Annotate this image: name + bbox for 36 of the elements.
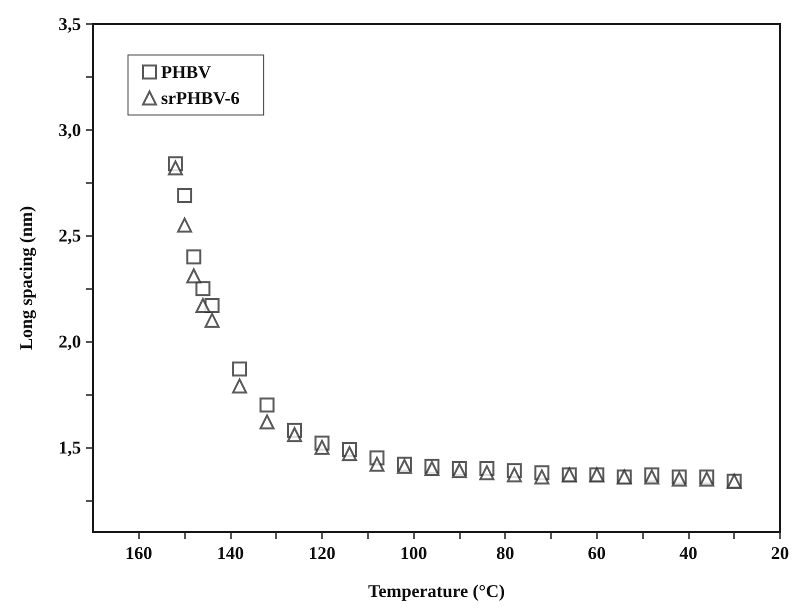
y-axis-title: Long spacing (nm) bbox=[16, 206, 36, 350]
point bbox=[260, 414, 275, 430]
point bbox=[369, 456, 384, 472]
point bbox=[232, 378, 248, 394]
y-tick-label: 1,5 bbox=[58, 437, 81, 458]
y-tick-label: 2,5 bbox=[58, 226, 81, 246]
point bbox=[342, 446, 357, 462]
x-tick-label: 120 bbox=[308, 543, 336, 563]
point bbox=[232, 362, 248, 377]
point bbox=[260, 398, 275, 412]
point bbox=[168, 160, 183, 176]
x-tick-label: 140 bbox=[216, 543, 244, 563]
y-tick-label: 2,0 bbox=[58, 332, 81, 352]
point bbox=[186, 249, 202, 264]
point bbox=[195, 298, 210, 314]
x-tick-label: 160 bbox=[125, 543, 152, 563]
point bbox=[186, 268, 202, 284]
point bbox=[204, 312, 220, 328]
y-tick-label: 3,5 bbox=[58, 14, 81, 34]
point bbox=[177, 218, 192, 233]
x-tick-label: 60 bbox=[588, 543, 606, 563]
x-tick-label: 40 bbox=[679, 543, 698, 563]
point bbox=[195, 281, 210, 296]
point bbox=[314, 440, 330, 455]
y-tick-label: 3,0 bbox=[58, 120, 81, 140]
x-tick-label: 20 bbox=[771, 543, 789, 563]
legend-label: srPHBV-6 bbox=[161, 88, 240, 108]
point bbox=[287, 427, 302, 442]
x-tick-label: 100 bbox=[400, 543, 428, 563]
point bbox=[177, 188, 192, 203]
point bbox=[506, 467, 522, 482]
x-tick-label: 80 bbox=[496, 543, 514, 563]
legend-label: PHBV bbox=[161, 62, 212, 82]
x-axis-title: Temperature (°C) bbox=[368, 581, 505, 601]
point bbox=[479, 465, 494, 480]
point bbox=[534, 469, 550, 484]
